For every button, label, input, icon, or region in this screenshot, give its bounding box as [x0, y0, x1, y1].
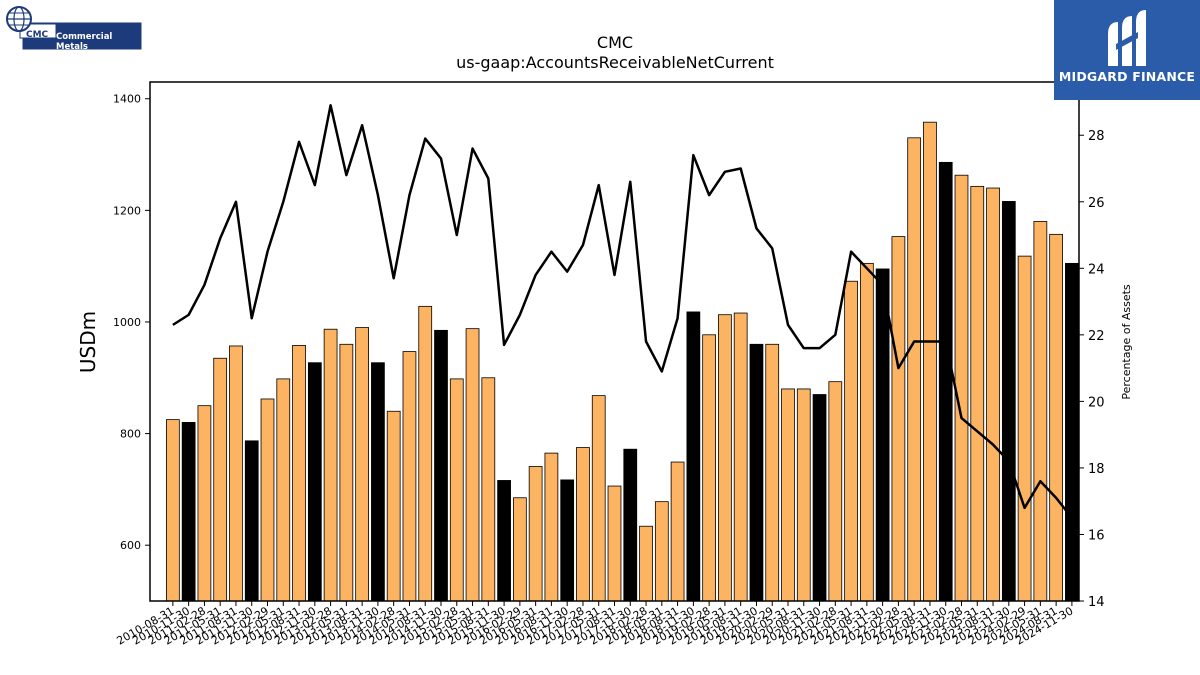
bar-2018-05-31: [654, 501, 669, 602]
bar-2012-08-31: [292, 345, 306, 602]
bar-2021-08-31: [859, 262, 874, 602]
y-tick-label: 800: [120, 428, 141, 441]
bar-2012-11-30: [307, 362, 322, 602]
percentage-line: [172, 104, 1073, 519]
bar-2019-05-31: [718, 314, 732, 602]
bar-2014-11-30: [434, 329, 448, 602]
bar-2015-08-31: [481, 377, 496, 602]
y2-tick-label: 16: [1088, 528, 1105, 543]
percentage-line-series: [172, 104, 1073, 519]
bar-2024-08-31: [1049, 233, 1063, 602]
bar-2015-11-30: [497, 480, 511, 602]
y-tick-label: 1400: [113, 93, 141, 106]
bar-2012-05-31: [276, 378, 291, 602]
right-logo-name: MIDGARD FINANCE: [1058, 69, 1196, 84]
bar-2024-02-29: [1017, 255, 1032, 602]
bar-2018-08-31: [670, 461, 685, 602]
y2-tick-label: 24: [1088, 262, 1105, 277]
commercial-metals-logo: CMC Commercial Metals: [4, 6, 144, 52]
y2-tick-label: 22: [1088, 329, 1105, 344]
right-axis-ticks: 14 16 18 20 22 24 26 28: [1079, 129, 1105, 610]
left-logo-cmc: CMC: [26, 30, 49, 40]
bar-2019-02-28: [702, 334, 716, 602]
bar-2010-08-31: [165, 419, 180, 602]
bar-2011-05-31: [213, 357, 228, 602]
bar-2023-08-31: [986, 187, 1000, 602]
bar-2016-11-30: [560, 479, 575, 602]
bar-2021-05-31: [844, 280, 858, 602]
bar-2020-11-30: [812, 394, 827, 602]
bar-2010-11-30: [181, 422, 196, 602]
y-tick-label: 600: [120, 539, 141, 552]
globe-icon: [6, 6, 143, 51]
bar-2017-11-30: [623, 448, 638, 602]
bar-2014-05-31: [402, 351, 417, 602]
bar-2018-11-30: [686, 311, 701, 602]
bar-2015-02-28: [449, 378, 464, 602]
left-axis-ticks: 600 800 1000 1200 1400: [113, 93, 150, 552]
midgard-finance-logo: MIDGARD FINANCE: [1054, 0, 1200, 100]
bar-2017-02-28: [576, 447, 590, 602]
bar-2023-11-30: [1001, 201, 1016, 602]
bar-2014-02-28: [386, 410, 401, 602]
y2-tick-label: 26: [1088, 196, 1105, 211]
bar-2023-05-31: [970, 185, 985, 602]
bar-2013-11-30: [371, 362, 385, 602]
y-tick-label: 1000: [113, 316, 141, 329]
bar-2020-05-31: [781, 388, 795, 602]
bar-2018-02-28: [639, 525, 653, 602]
bar-2022-11-30: [938, 161, 953, 602]
left-logo-name: Commercial Metals: [56, 32, 113, 52]
y2-axis-label: Percentage of Assets: [1120, 284, 1133, 400]
bar-2013-02-28: [323, 328, 338, 602]
bar-2013-05-31: [339, 343, 354, 602]
y2-tick-label: 28: [1088, 129, 1105, 144]
bar-2021-02-28: [828, 381, 843, 602]
bar-2019-08-31: [733, 312, 748, 602]
chart-title: CMC: [597, 33, 633, 52]
bar-2017-08-31: [607, 485, 622, 602]
bar-2011-08-31: [229, 345, 243, 602]
y-tick-label: 1200: [113, 204, 141, 217]
bar-2011-02-28: [197, 405, 212, 602]
bar-2016-05-31: [528, 466, 543, 602]
bar-2017-05-31: [591, 395, 606, 602]
y2-tick-label: 14: [1088, 595, 1105, 610]
bar-2012-02-29: [260, 398, 275, 602]
bar-2022-05-31: [907, 137, 922, 602]
bar-2011-11-30: [244, 440, 259, 602]
chart-subtitle: us-gaap:AccountsReceivableNetCurrent: [456, 53, 774, 72]
bar-2020-02-29: [765, 343, 780, 602]
bar-2015-05-31: [465, 328, 480, 602]
bar-2023-02-28: [954, 174, 969, 602]
bar-2019-11-30: [749, 343, 764, 602]
y2-tick-label: 18: [1088, 462, 1105, 477]
x-axis-ticks: 2010-08-312010-11-302011-02-282011-05-31…: [114, 601, 1075, 648]
bar-series: [165, 121, 1079, 602]
bar-2021-11-30: [875, 268, 890, 602]
y-axis-label: USDm: [76, 311, 100, 373]
bar-2020-08-31: [796, 388, 811, 602]
bar-2022-08-31: [923, 121, 937, 602]
bar-2016-08-31: [544, 452, 559, 602]
bar-2024-11-30: [1065, 262, 1079, 602]
bar-2022-02-28: [891, 236, 906, 602]
bar-2014-08-31: [418, 305, 433, 602]
midgard-emblem-icon: [1108, 10, 1146, 66]
bar-2016-02-29: [513, 497, 527, 602]
bar-2024-05-31: [1033, 221, 1048, 602]
bar-2013-08-31: [355, 327, 370, 602]
y2-tick-label: 20: [1088, 395, 1105, 410]
